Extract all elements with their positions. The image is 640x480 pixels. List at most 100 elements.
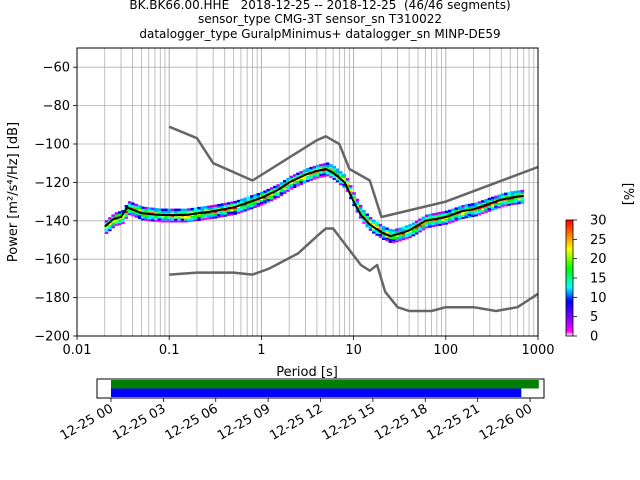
density-cell [266,200,270,203]
density-cell [494,203,498,206]
density-cell [108,223,112,226]
density-cell [467,213,472,216]
density-cell [444,222,449,225]
density-cell [256,194,261,198]
density-cell [177,210,181,213]
density-cell [154,208,158,211]
density-cell [474,204,478,207]
density-cell [144,216,148,219]
density-cell [187,212,191,215]
density-cell [408,229,412,233]
density-cell [514,200,518,203]
density-cell [121,217,125,221]
density-cell [428,223,432,226]
density-cell [154,219,158,222]
density-cell [431,217,435,220]
density-cell [431,220,435,224]
x-tick-label: 0.01 [63,343,92,358]
density-cell [375,223,379,227]
density-cell [147,218,152,222]
density-cell [306,173,310,177]
density-cell [134,205,138,209]
density-cell [203,207,208,211]
density-cell [151,211,155,214]
density-cell [167,220,171,223]
density-cell [510,202,515,206]
density-cell [378,226,383,229]
density-cell [134,211,138,214]
nhnm-curve [168,125,539,219]
y-axis-label: Power [m²/s⁴/Hz] [dB] [6,122,21,262]
density-cell [151,209,155,212]
density-cell [507,199,511,202]
density-cell [378,227,383,231]
density-cell [448,217,452,220]
density-cell [349,187,353,190]
density-cell [520,193,525,197]
density-cell [197,208,201,212]
density-cell [190,207,195,211]
density-cell [388,228,393,232]
density-cell [477,212,482,216]
density-cell [164,210,168,213]
density-cell [306,177,310,180]
density-cell [203,217,208,220]
density-cell [434,222,439,225]
density-cell [507,195,511,199]
density-cell [385,237,389,240]
density-cell [434,216,439,219]
density-cell [289,187,294,190]
density-cell [118,219,122,222]
density-cell [325,170,330,173]
density-cell [180,212,185,215]
density-cell [467,205,472,209]
density-cell [372,231,376,234]
density-cell [269,189,274,192]
density-cell [461,207,465,210]
density-cell [240,208,244,211]
density-cell [507,203,511,206]
density-cell [220,207,224,210]
density-cell [335,180,340,183]
density-cell [398,235,402,238]
density-cell [504,202,508,205]
density-cell [213,214,218,217]
density-cell [233,208,237,211]
density-cell [471,207,475,210]
density-cell [312,173,317,176]
density-cell [421,216,426,219]
density-cell [217,213,221,216]
density-cell [210,207,214,210]
density-cell [220,211,224,214]
density-cell [517,199,521,203]
density-cell [210,214,214,218]
density-cell [131,206,135,209]
density-cell [147,216,152,220]
density-cell [223,212,228,215]
density-cell [358,216,363,219]
density-cell [481,209,485,213]
density-cell [207,209,211,212]
density-cell [385,229,389,232]
density-cell [193,209,198,212]
density-cell [279,188,284,191]
density-cell [355,202,360,205]
density-cell [431,222,435,226]
density-cell [180,220,185,223]
density-cell [322,174,327,178]
density-cell [401,228,406,231]
density-cell [342,177,346,181]
density-cell [141,214,145,217]
density-cell [226,209,231,213]
density-cell [405,225,409,228]
density-cell [461,216,465,219]
density-cell [160,218,165,221]
density-cell [223,202,228,206]
density-cell [266,190,270,194]
density-cell [207,205,211,208]
density-cell [108,217,112,220]
density-cell [236,207,241,210]
density-cell [210,216,214,219]
density-cell [203,209,208,213]
density-cell [289,175,294,179]
